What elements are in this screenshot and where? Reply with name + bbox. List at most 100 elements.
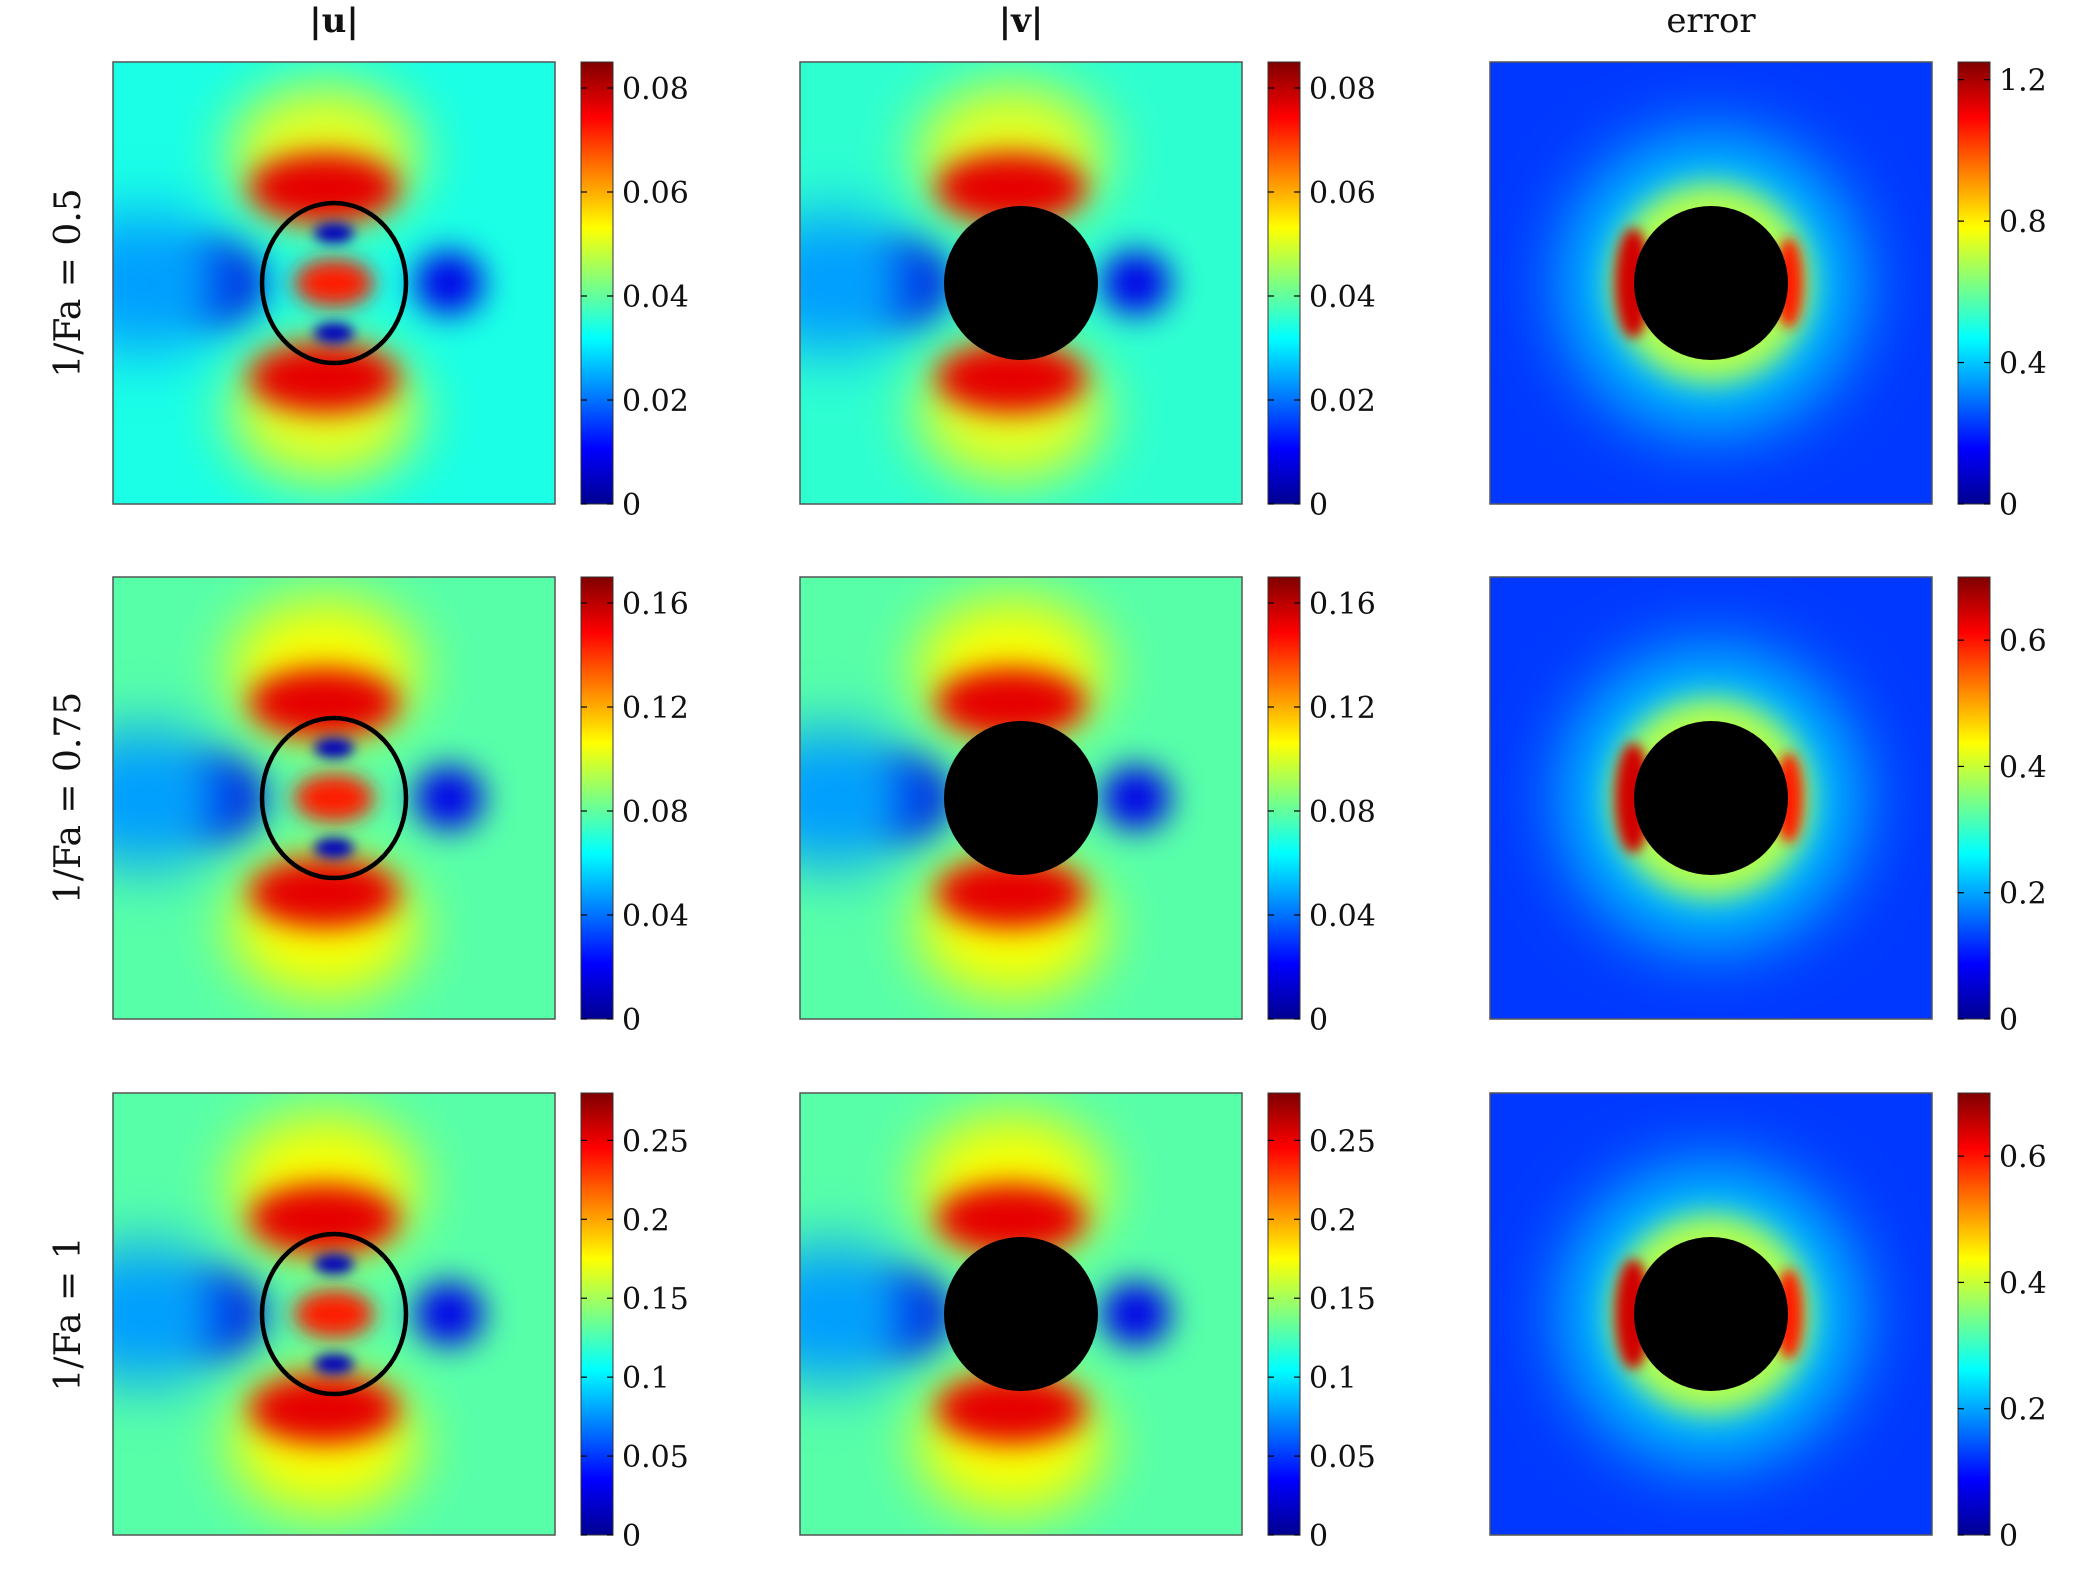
field-feature: [936, 1184, 1086, 1254]
colorbar-tick-label: 0.05: [1309, 1440, 1376, 1475]
colorbar-tick-label: 0.08: [622, 72, 689, 107]
colorbar-tick-label: 0.08: [1309, 72, 1376, 107]
axes-frame: [112, 61, 556, 505]
colorbar-tick-label: 0.2: [622, 1203, 670, 1238]
colorbar-tick-label: 0.2: [1999, 1393, 2047, 1428]
obstacle-disc: [944, 721, 1098, 875]
colorbar-tick-label: 0: [1999, 1003, 2018, 1038]
column-title: |u|: [309, 1, 358, 41]
colorbar-tick-label: 0: [1999, 488, 2018, 523]
field-feature: [1101, 1282, 1171, 1346]
colorbar-tick-label: 0.15: [622, 1282, 689, 1317]
obstacle-disc: [1634, 721, 1788, 875]
field-feature: [314, 223, 354, 243]
axes-frame: [1489, 61, 1933, 505]
row-label: 1/Fa = 0.75: [48, 692, 89, 904]
colorbar-tick-label: 0: [1309, 1519, 1328, 1554]
colorbar-tick-label: 0.12: [622, 691, 689, 726]
field-feature: [314, 1254, 354, 1274]
colorbar-tick-label: 0: [622, 488, 641, 523]
interface-ellipse: [259, 1231, 409, 1397]
colorbar: [1267, 576, 1301, 1020]
row-label: 1/Fa = 0.5: [48, 188, 89, 377]
colorbar-tick-label: 0: [622, 1003, 641, 1038]
field-feature: [294, 774, 374, 822]
colorbar-tick-label: 0.02: [1309, 384, 1376, 419]
heatmap-panel: 0 0.2 0.4 0.6: [1489, 1092, 2047, 1554]
colorbar-tick-label: 0.1: [1309, 1361, 1357, 1396]
field-feature: [314, 1354, 354, 1374]
colorbar: [580, 61, 614, 505]
heatmap-panel: 0 0.4 0.8 1.2: [1489, 61, 2047, 523]
obstacle-disc: [1634, 206, 1788, 360]
colorbar-tick-label: 0.25: [622, 1124, 689, 1159]
colorbar: [580, 1092, 614, 1536]
colorbar-tick-label: 0: [622, 1519, 641, 1554]
field-feature: [936, 858, 1086, 928]
axes-frame: [112, 1092, 556, 1536]
colorbar-tick-label: 0.1: [622, 1361, 670, 1396]
colorbar-tick-label: 0.06: [1309, 176, 1376, 211]
axes-frame: [799, 61, 1243, 505]
axes-frame: [1489, 576, 1933, 1020]
field-feature: [936, 668, 1086, 738]
heatmap-panel: 0 0.2 0.4 0.6: [1489, 576, 2047, 1038]
obstacle-disc: [944, 1237, 1098, 1391]
field-feature: [936, 1374, 1086, 1444]
axes-frame: [1489, 1092, 1933, 1536]
colorbar: [1267, 1092, 1301, 1536]
colorbar-tick-label: 0.6: [1999, 624, 2047, 659]
colorbar-tick-label: 0.4: [1999, 1266, 2047, 1301]
obstacle-disc: [1634, 1237, 1788, 1391]
colorbar: [1957, 576, 1991, 1020]
colorbar-tick-label: 0.04: [1309, 280, 1376, 315]
field-feature: [414, 251, 484, 315]
heatmap-panel: 0 0.02 0.04 0.06 0.08: [799, 61, 1376, 523]
axes-frame: [799, 576, 1243, 1020]
field-feature: [800, 213, 921, 353]
heatmap-panel: 0 0.05 0.1 0.15 0.2 0.25: [112, 1092, 689, 1554]
field-feature: [936, 343, 1086, 413]
field-feature: [800, 1244, 921, 1384]
colorbar-tick-label: 0.2: [1309, 1203, 1357, 1238]
field-feature: [936, 153, 1086, 223]
field-feature: [1101, 251, 1171, 315]
obstacle-disc: [944, 206, 1098, 360]
heatmap-panel: 0 0.04 0.08 0.12 0.16: [112, 576, 689, 1038]
colorbar-tick-label: 0.8: [1999, 205, 2047, 240]
colorbar-tick-label: 0.12: [1309, 691, 1376, 726]
colorbar-tick-label: 0.08: [1309, 795, 1376, 830]
colorbar: [1957, 61, 1991, 505]
field-feature: [294, 1290, 374, 1338]
row-label: 1/Fa = 1: [48, 1237, 89, 1392]
colorbar: [580, 576, 614, 1020]
field-feature: [314, 838, 354, 858]
field-feature: [113, 728, 234, 868]
column-title: error: [1666, 1, 1756, 41]
field-feature: [249, 668, 399, 738]
heatmap-panel: 0 0.02 0.04 0.06 0.08: [112, 61, 689, 523]
field-feature: [414, 766, 484, 830]
field-feature: [113, 1244, 234, 1384]
colorbar-tick-label: 0: [1309, 488, 1328, 523]
field-feature: [249, 858, 399, 928]
column-title: |v|: [999, 1, 1044, 41]
field-feature: [249, 153, 399, 223]
colorbar-tick-label: 0.25: [1309, 1124, 1376, 1159]
field-feature: [800, 728, 921, 868]
field-feature: [249, 1374, 399, 1444]
colorbar-tick-label: 0.4: [1999, 750, 2047, 785]
heatmap-panel: 0 0.05 0.1 0.15 0.2 0.25: [799, 1092, 1376, 1554]
field-feature: [314, 738, 354, 758]
colorbar-tick-label: 0.05: [622, 1440, 689, 1475]
colorbar: [1957, 1092, 1991, 1536]
interface-ellipse: [259, 200, 409, 366]
colorbar-tick-label: 0.16: [622, 587, 689, 622]
field-feature: [294, 259, 374, 307]
heatmap-panel: 0 0.04 0.08 0.12 0.16: [799, 576, 1376, 1038]
field-feature: [249, 1184, 399, 1254]
axes-frame: [112, 576, 556, 1020]
colorbar-tick-label: 0.08: [622, 795, 689, 830]
